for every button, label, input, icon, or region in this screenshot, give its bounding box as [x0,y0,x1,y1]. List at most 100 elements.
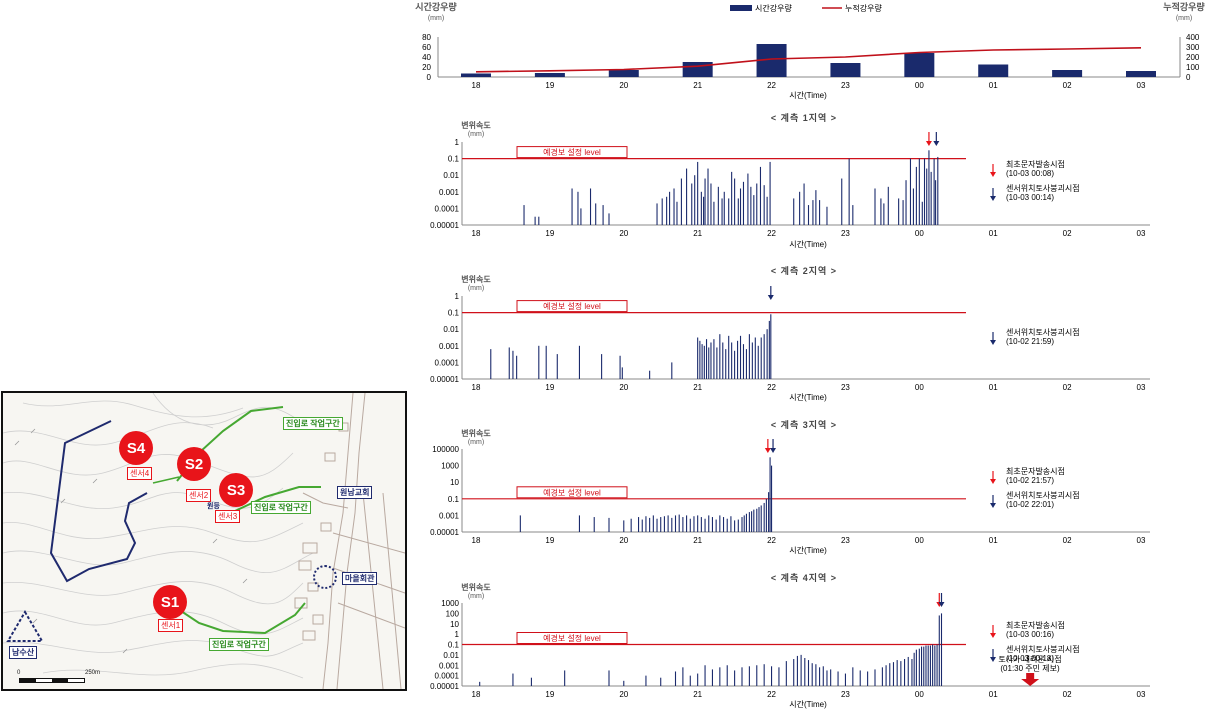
x-tick-label: 03 [1137,690,1146,699]
legend-bar-swatch [730,5,752,11]
legend-event-label: 센서위치토사붕괴시점 [1006,490,1080,500]
rainfall-bar [461,73,491,77]
rainfall-bar [904,53,935,77]
x-tick-label: 02 [1063,536,1072,545]
event-arrow-head [938,602,945,607]
y-tick-label: 60 [422,43,431,52]
chart-title: < 계측 3지역 > [771,419,837,430]
threshold-label: 예경보 설정 level [543,147,601,157]
x-tick-label: 00 [915,690,924,699]
y-tick-label: 0.1 [448,495,460,504]
x-tick-label: 02 [1063,229,1072,238]
y-axis-unit: (mm) [468,439,484,446]
x-tick-label: 20 [619,536,628,545]
x-axis-label: 시간(Time) [789,90,827,100]
x-tick-label: 02 [1063,81,1072,90]
y-tick-label: 0.00001 [430,528,459,537]
x-tick-label: 03 [1137,383,1146,392]
road-label-middle: 진입로 작업구간 [251,501,311,514]
sensor-s2-badge[interactable]: S2 [177,447,211,481]
mountain-marker [6,610,44,642]
legend-arrow-head [990,503,996,508]
x-tick-label: 20 [619,229,628,238]
y2-tick-label: 100 [1186,63,1200,72]
scale-zero: 0 [17,670,21,676]
x-tick-label: 22 [767,81,776,90]
y-axis-label: 변위속도 [461,582,491,592]
road-to-sensor4 [152,476,180,484]
x-tick-label: 01 [989,383,998,392]
sensor-s4-badge[interactable]: S4 [119,431,153,465]
x-tick-label: 18 [472,229,481,238]
y-tick-label: 0.1 [448,155,460,164]
x-tick-label: 19 [545,383,554,392]
y-tick-label: 0.01 [443,651,459,660]
x-tick-label: 01 [989,81,998,90]
event-arrow-head [764,448,771,453]
y-tick-label: 0.00001 [430,375,459,384]
village-hall-label: 마을회관 [342,572,378,585]
x-tick-label: 00 [915,81,924,90]
sensor-s3-badge[interactable]: S3 [219,473,253,507]
right-axis-unit: (mm) [1176,15,1192,22]
road-label-lower: 진입로 작업구간 [209,638,269,651]
x-tick-label: 02 [1063,383,1072,392]
legend-event-time: (10-03 00:18) [1006,654,1054,663]
event-arrow-head [925,141,932,146]
y-axis-unit: (mm) [468,131,484,138]
y-tick-label: 0.01 [443,325,459,334]
work-road-middle [234,486,321,512]
event-arrow-head [933,141,940,146]
y-tick-label: 100 [446,609,460,618]
x-tick-label: 18 [472,536,481,545]
x-tick-label: 19 [545,81,554,90]
x-tick-label: 21 [693,536,702,545]
y-tick-label: 20 [422,63,431,72]
threshold-label-box [516,146,628,159]
legend-arrow-head [990,172,996,177]
x-tick-label: 00 [915,383,924,392]
left-axis-label: 시간강우량 [415,1,457,12]
y-tick-label: 1000 [441,599,459,608]
event-arrow-head [770,448,777,453]
y-tick-label: 1000 [441,462,459,471]
legend-event-label: 센서위치토사붕괴시점 [1006,644,1080,654]
chart-title: < 계측 1지역 > [771,112,837,123]
y2-tick-label: 0 [1186,73,1191,82]
legend-event-time: (10-02 22:01) [1006,500,1054,509]
y-tick-label: 80 [422,33,431,42]
work-road-lower [174,602,306,635]
y-tick-label: 0.01 [443,171,459,180]
threshold-label-box [516,632,628,644]
chart-title: < 계측 2지역 > [771,265,837,276]
y-axis-unit: (mm) [468,285,484,292]
site-map-drawing [3,393,405,689]
cumulative-rainfall-line [475,47,1142,73]
village-hall-marker [313,565,337,589]
event-arrow-head [767,295,774,300]
legend-event-label: 센서위치토사붕괴시점 [1006,327,1080,337]
y-tick-label: 100000 [432,445,459,454]
x-tick-label: 22 [767,229,776,238]
sensor-s2-label: 센서2 [186,489,212,502]
sensor-s1-badge[interactable]: S1 [153,585,187,619]
y-axis-label: 변위속도 [461,428,491,438]
y-tick-label: 1 [455,630,460,639]
note-arrow-head [1021,679,1040,686]
y-tick-label: 0.001 [439,661,460,670]
x-tick-label: 22 [767,536,776,545]
x-tick-label: 18 [472,383,481,392]
legend-arrow-head [990,633,996,638]
chart-title: < 계측 4지역 > [771,572,837,583]
boundary-ticks [14,428,248,654]
legend-arrow-head [990,657,996,662]
threshold-label-box [516,486,628,499]
x-tick-label: 18 [472,81,481,90]
threshold-label: 예경보 설정 level [543,301,601,311]
legend-bar-label: 시간강우량 [755,3,792,13]
threshold-label: 예경보 설정 level [543,633,601,643]
legend-event-time: (10-03 00:14) [1006,193,1054,202]
y-tick-label: 0.1 [448,309,460,318]
x-axis-label: 시간(Time) [789,239,827,249]
